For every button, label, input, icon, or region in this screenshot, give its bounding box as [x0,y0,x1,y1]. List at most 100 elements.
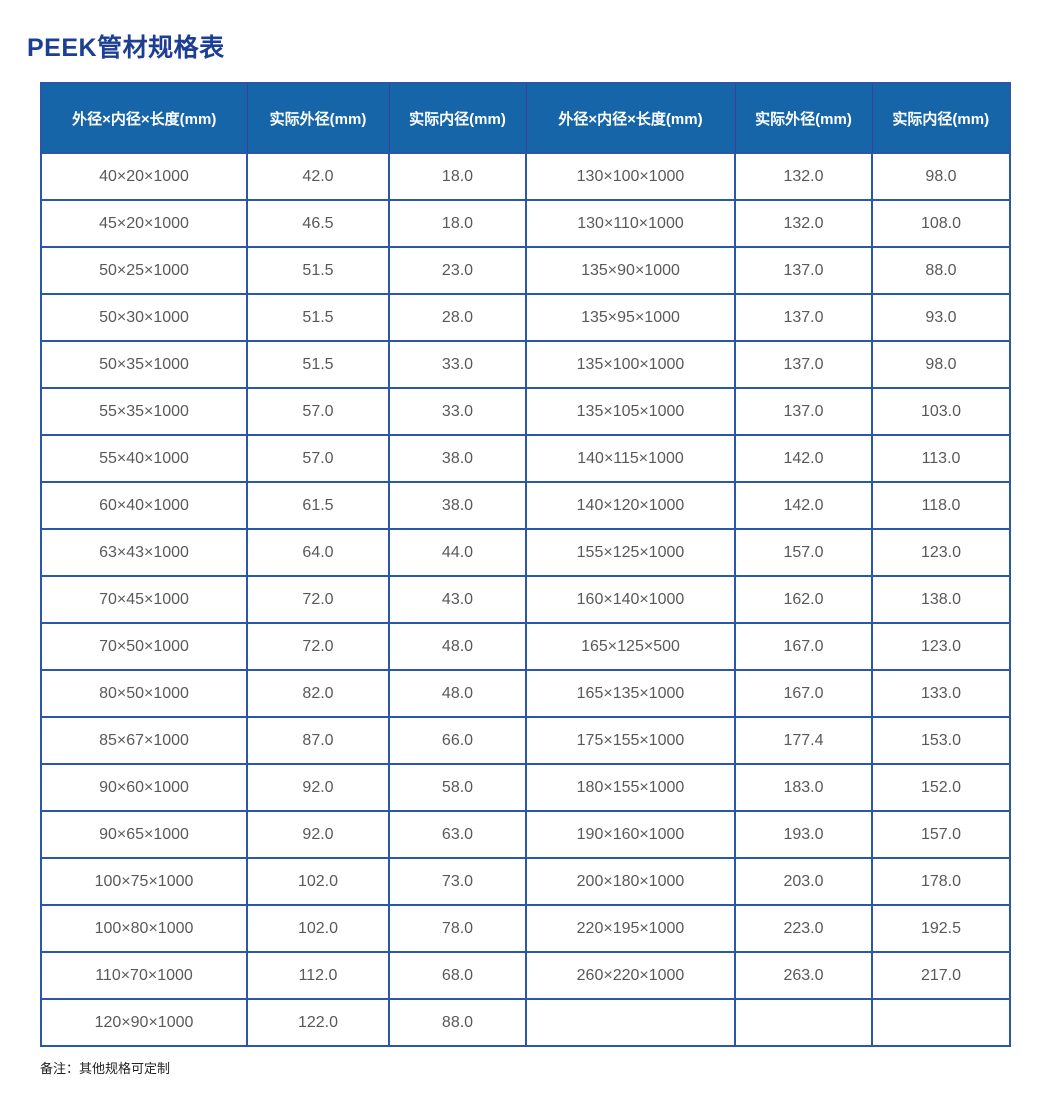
table-cell: 18.0 [388,199,527,248]
table-row: 70×50×1000 72.0 48.0 165×125×500 167.0 123.0 [40,622,1011,671]
table-cell: 51.5 [246,340,390,389]
table-cell: 50×25×1000 [40,246,248,295]
table-row: 120×90×1000 122.0 88.0 [40,998,1011,1047]
table-cell: 192.5 [871,904,1011,953]
table-cell: 217.0 [871,951,1011,1000]
table-cell: 63×43×1000 [40,528,248,577]
table-cell: 137.0 [734,387,873,436]
table-cell: 130×110×1000 [525,199,736,248]
table-cell: 57.0 [246,387,390,436]
table-cell: 178.0 [871,857,1011,906]
table-cell: 102.0 [246,857,390,906]
table-cell: 18.0 [388,152,527,201]
table-cell: 88.0 [388,998,527,1047]
table-cell: 177.4 [734,716,873,765]
table-cell: 72.0 [246,622,390,671]
col-header-dimensions-left: 外径×内径×长度(mm) [40,82,248,154]
table-row: 110×70×1000 112.0 68.0 260×220×1000 263.0 217… [40,951,1011,1000]
table-row: 50×25×1000 51.5 23.0 135×90×1000 137.0 88.0 [40,246,1011,295]
table-cell: 130×100×1000 [525,152,736,201]
table-header: 外径×内径×长度(mm) 实际外径(mm) 实际内径(mm) 外径×内径×长度(… [40,82,1011,154]
table-cell: 220×195×1000 [525,904,736,953]
table-cell: 57.0 [246,434,390,483]
table-cell: 157.0 [871,810,1011,859]
table-cell: 82.0 [246,669,390,718]
table-cell: 44.0 [388,528,527,577]
col-header-actual-od-left: 实际外径(mm) [246,82,390,154]
table-cell: 140×115×1000 [525,434,736,483]
table-cell: 135×100×1000 [525,340,736,389]
table-cell: 108.0 [871,199,1011,248]
table-cell: 33.0 [388,387,527,436]
table-cell: 112.0 [246,951,390,1000]
peek-tube-spec-table: 外径×内径×长度(mm) 实际外径(mm) 实际内径(mm) 外径×内径×长度(… [40,82,1011,1047]
table-cell: 72.0 [246,575,390,624]
table-row: 80×50×1000 82.0 48.0 165×135×1000 167.0 133.0 [40,669,1011,718]
table-cell: 64.0 [246,528,390,577]
table-cell: 135×95×1000 [525,293,736,342]
table-cell: 45×20×1000 [40,199,248,248]
table-cell: 68.0 [388,951,527,1000]
table-cell: 123.0 [871,528,1011,577]
table-cell: 260×220×1000 [525,951,736,1000]
table-cell: 58.0 [388,763,527,812]
table-cell: 193.0 [734,810,873,859]
table-cell: 200×180×1000 [525,857,736,906]
table-cell: 137.0 [734,340,873,389]
table-row: 63×43×1000 64.0 44.0 155×125×1000 157.0 123.0 [40,528,1011,577]
table-cell: 100×80×1000 [40,904,248,953]
table-cell: 92.0 [246,763,390,812]
table-cell: 167.0 [734,622,873,671]
table-cell: 103.0 [871,387,1011,436]
table-cell: 175×155×1000 [525,716,736,765]
table-cell: 98.0 [871,152,1011,201]
table-cell: 155×125×1000 [525,528,736,577]
table-cell: 102.0 [246,904,390,953]
table-cell: 43.0 [388,575,527,624]
table-cell [734,998,873,1047]
table-cell: 142.0 [734,481,873,530]
table-cell: 70×50×1000 [40,622,248,671]
col-header-actual-id-left: 实际内径(mm) [388,82,527,154]
table-cell: 90×65×1000 [40,810,248,859]
table-cell: 23.0 [388,246,527,295]
table-cell: 167.0 [734,669,873,718]
table-cell: 88.0 [871,246,1011,295]
table-row: 85×67×1000 87.0 66.0 175×155×1000 177.4 153.0 [40,716,1011,765]
table-cell: 51.5 [246,293,390,342]
table-row: 40×20×1000 42.0 18.0 130×100×1000 132.0 98.0 [40,152,1011,201]
table-cell: 152.0 [871,763,1011,812]
table-cell: 33.0 [388,340,527,389]
table-cell: 98.0 [871,340,1011,389]
table-row: 50×35×1000 51.5 33.0 135×100×1000 137.0 98.0 [40,340,1011,389]
table-row: 70×45×1000 72.0 43.0 160×140×1000 162.0 138.0 [40,575,1011,624]
table-cell: 132.0 [734,152,873,201]
table-row: 90×65×1000 92.0 63.0 190×160×1000 193.0 157.0 [40,810,1011,859]
table-cell: 110×70×1000 [40,951,248,1000]
table-cell: 63.0 [388,810,527,859]
table-cell: 133.0 [871,669,1011,718]
table-row: 55×40×1000 57.0 38.0 140×115×1000 142.0 113.0 [40,434,1011,483]
table-cell: 263.0 [734,951,873,1000]
table-cell: 190×160×1000 [525,810,736,859]
table-cell [525,998,736,1047]
table-cell: 40×20×1000 [40,152,248,201]
table-cell: 135×90×1000 [525,246,736,295]
table-cell: 137.0 [734,293,873,342]
table-cell: 70×45×1000 [40,575,248,624]
table-cell: 90×60×1000 [40,763,248,812]
table-cell: 123.0 [871,622,1011,671]
col-header-actual-od-right: 实际外径(mm) [734,82,873,154]
table-cell: 48.0 [388,669,527,718]
table-row: 90×60×1000 92.0 58.0 180×155×1000 183.0 152.0 [40,763,1011,812]
table-cell: 100×75×1000 [40,857,248,906]
table-cell: 92.0 [246,810,390,859]
table-cell: 113.0 [871,434,1011,483]
table-cell: 165×125×500 [525,622,736,671]
table-cell: 165×135×1000 [525,669,736,718]
table-cell: 87.0 [246,716,390,765]
table-cell: 162.0 [734,575,873,624]
table-cell: 183.0 [734,763,873,812]
table-cell: 140×120×1000 [525,481,736,530]
